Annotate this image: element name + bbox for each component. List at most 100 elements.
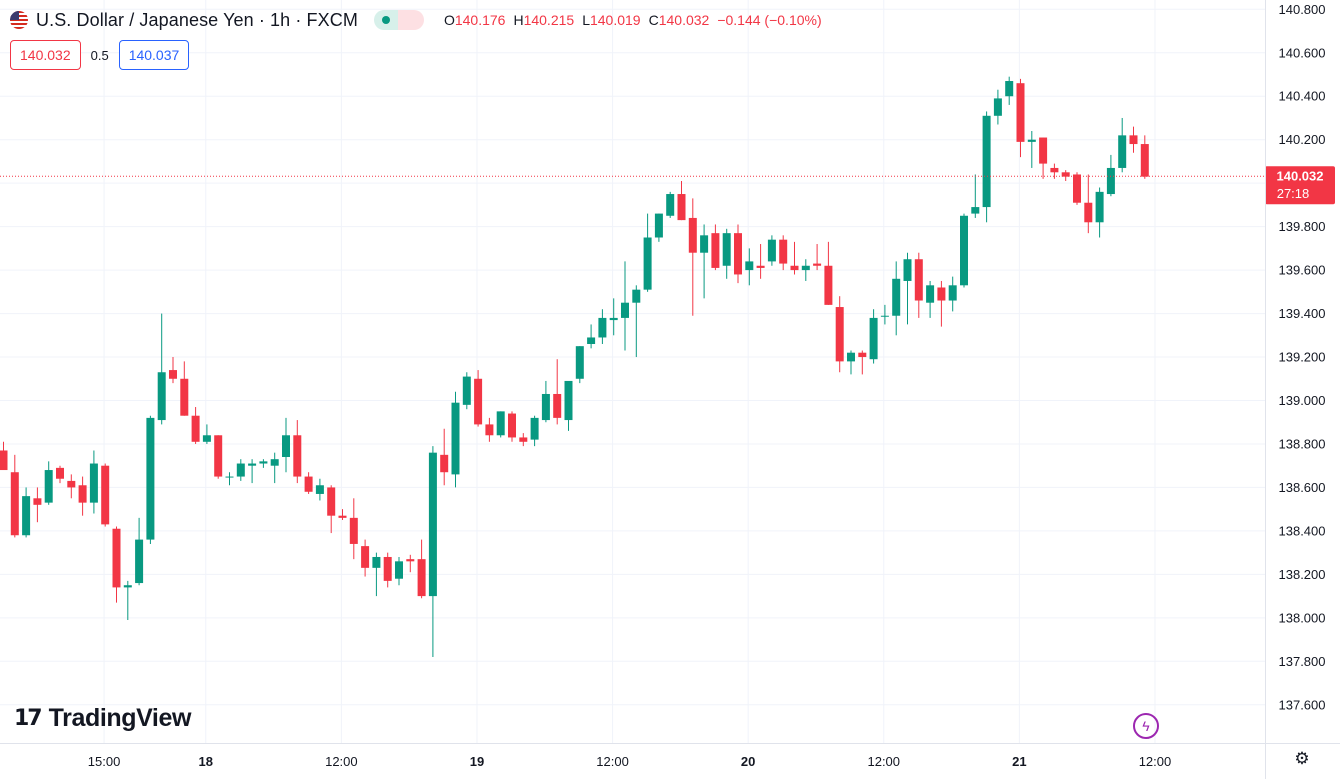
tradingview-logo[interactable]: 17 TradingView xyxy=(14,704,191,733)
x-tick-label: 12:00 xyxy=(1139,754,1172,769)
candle-body xyxy=(767,239,776,262)
ohlc-open-label: O xyxy=(443,12,455,28)
market-open-dot-icon xyxy=(373,10,398,30)
candle-body xyxy=(598,317,607,338)
candle-body xyxy=(89,463,98,503)
candle-body xyxy=(756,265,765,268)
candle xyxy=(937,280,946,327)
candle-body xyxy=(428,452,437,597)
candle-body xyxy=(135,539,144,584)
candle xyxy=(598,309,607,344)
candle xyxy=(722,228,731,279)
x-tick-label: 12:00 xyxy=(325,754,358,769)
candle xyxy=(700,224,709,299)
candle xyxy=(191,407,200,444)
candle-body xyxy=(485,424,494,436)
candle-body xyxy=(248,463,257,466)
candle xyxy=(1129,126,1138,153)
sell-button[interactable]: 140.032 xyxy=(10,40,81,70)
candle-body xyxy=(519,437,528,442)
candle-body xyxy=(146,417,155,540)
candle-body xyxy=(711,233,720,268)
candle xyxy=(790,241,799,275)
candle-body xyxy=(451,402,460,475)
market-status-pill[interactable] xyxy=(373,10,424,30)
candle-body xyxy=(1084,202,1093,223)
candle-body xyxy=(880,315,889,317)
candle xyxy=(779,235,788,271)
candle-body xyxy=(779,239,788,264)
candle xyxy=(33,487,42,523)
candle-body xyxy=(169,370,177,379)
y-tick-label: 139.800 xyxy=(1279,219,1326,234)
candle-body xyxy=(417,559,426,597)
candle-body xyxy=(44,470,53,503)
candle-body xyxy=(0,450,8,471)
candle xyxy=(169,357,177,384)
candle xyxy=(10,454,19,538)
candle-body xyxy=(632,289,641,303)
candle-body xyxy=(338,515,347,518)
candle xyxy=(67,474,76,499)
candle-body xyxy=(790,265,799,271)
candle xyxy=(993,89,1002,125)
symbol-title[interactable]: U.S. Dollar / Japanese Yen · 1h · FXCM xyxy=(36,9,358,30)
candle-body xyxy=(564,380,573,421)
candle-body xyxy=(361,546,370,568)
candle-body xyxy=(948,285,957,301)
candle xyxy=(519,433,528,447)
y-tick-label: 139.600 xyxy=(1279,263,1326,278)
x-tick-label: 21 xyxy=(1012,754,1026,769)
candle xyxy=(745,248,754,286)
candle xyxy=(869,309,878,364)
candle-body xyxy=(225,476,234,478)
candle xyxy=(666,191,675,218)
candle xyxy=(270,452,279,484)
candle-body xyxy=(1050,167,1059,173)
ohlc-change: −0.144 (−0.10%) xyxy=(717,12,822,28)
candle xyxy=(892,261,901,336)
candle-body xyxy=(654,213,663,238)
candle-body xyxy=(609,317,618,321)
candle-body xyxy=(530,417,539,440)
candle-body xyxy=(824,265,833,305)
candle xyxy=(756,244,765,279)
candle-body xyxy=(406,559,415,562)
candle xyxy=(361,539,370,577)
candle-body xyxy=(1106,167,1115,195)
candle xyxy=(982,111,991,223)
candle-body xyxy=(349,517,358,544)
candle-body xyxy=(666,194,675,216)
candle-body xyxy=(971,207,980,214)
candle xyxy=(609,298,618,336)
tradingview-logo-icon: 17 xyxy=(14,705,43,731)
candle-body xyxy=(937,287,946,301)
us-flag-icon xyxy=(10,11,28,29)
bar-countdown-label: 27:18 xyxy=(1277,186,1310,201)
candle xyxy=(587,324,596,349)
buy-button[interactable]: 140.037 xyxy=(118,40,190,70)
candle-body xyxy=(191,415,200,442)
candle-body xyxy=(869,317,878,360)
candle-body xyxy=(327,487,336,516)
candle xyxy=(282,417,290,473)
candle xyxy=(101,463,110,527)
gear-icon[interactable]: ⚙ xyxy=(1294,749,1310,768)
candle-body xyxy=(1073,174,1081,203)
candle-body xyxy=(621,302,629,318)
lightning-icon[interactable]: ϟ xyxy=(1133,713,1159,739)
y-tick-label: 140.600 xyxy=(1279,45,1326,60)
symbol-legend[interactable]: U.S. Dollar / Japanese Yen · 1h · FXCM O… xyxy=(10,8,822,32)
candle-body xyxy=(22,496,31,536)
candle-body xyxy=(993,98,1002,116)
candle-body xyxy=(101,465,110,525)
candle-body xyxy=(282,435,290,458)
candle-body xyxy=(315,485,324,494)
candle xyxy=(462,372,471,410)
candle-body xyxy=(33,498,42,505)
candle xyxy=(1118,117,1127,173)
candle-body xyxy=(1027,139,1036,142)
candle-body xyxy=(462,376,471,405)
ohlc-close-label: C xyxy=(648,12,659,28)
